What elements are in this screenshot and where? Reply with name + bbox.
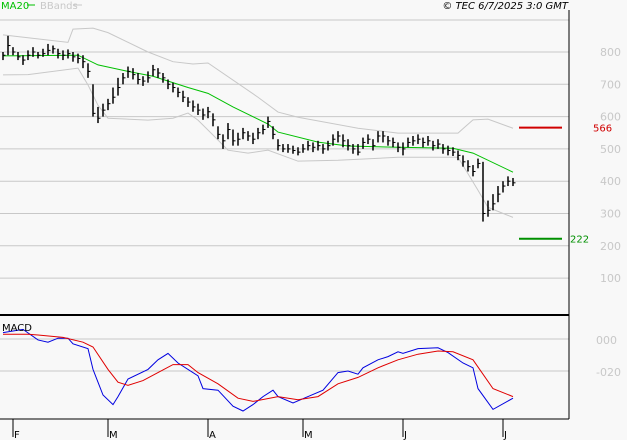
support-resistance: 566 222 [519, 124, 612, 246]
bb-lower-line [2, 67, 514, 218]
month-label: J [403, 430, 407, 440]
price-tick-label: 100 [600, 272, 621, 285]
bb-upper-line [2, 27, 514, 134]
resistance-label: 566 [593, 124, 612, 135]
ma20-line [2, 54, 514, 173]
macd-tick-label: 000 [596, 334, 617, 347]
month-label: F [14, 430, 20, 440]
price-tick-label: 700 [600, 78, 621, 91]
macd-title: MACD [2, 323, 32, 334]
support-label: 222 [570, 235, 589, 246]
month-label: A [209, 430, 216, 440]
price-tick-label: 400 [600, 175, 621, 188]
signal-line [3, 333, 514, 402]
month-label: M [109, 430, 118, 440]
price-tick-label: 200 [600, 240, 621, 253]
macd-axis: 000 -020 [596, 334, 621, 379]
price-tick-label: 600 [600, 111, 621, 124]
month-label: J [503, 430, 507, 440]
copyright: © TEC 6/7/2025 3:0 GMT [442, 1, 569, 12]
bollinger-bands [2, 27, 514, 218]
legend-ma20: MA20 [1, 1, 29, 12]
macd-line [2, 328, 514, 412]
macd-tick-label: -020 [596, 366, 621, 379]
price-tick-label: 500 [600, 143, 621, 156]
price-tick-label: 800 [600, 46, 621, 59]
price-axis: 100 200 300 400 500 600 700 800 [600, 46, 621, 285]
month-label: M [304, 430, 313, 440]
price-bars [2, 35, 516, 222]
macd-lines [2, 328, 514, 412]
legend-bbands: BBands [40, 1, 78, 12]
chart-frame [0, 10, 570, 420]
price-tick-label: 300 [600, 208, 621, 221]
ma20-polyline [2, 54, 514, 173]
